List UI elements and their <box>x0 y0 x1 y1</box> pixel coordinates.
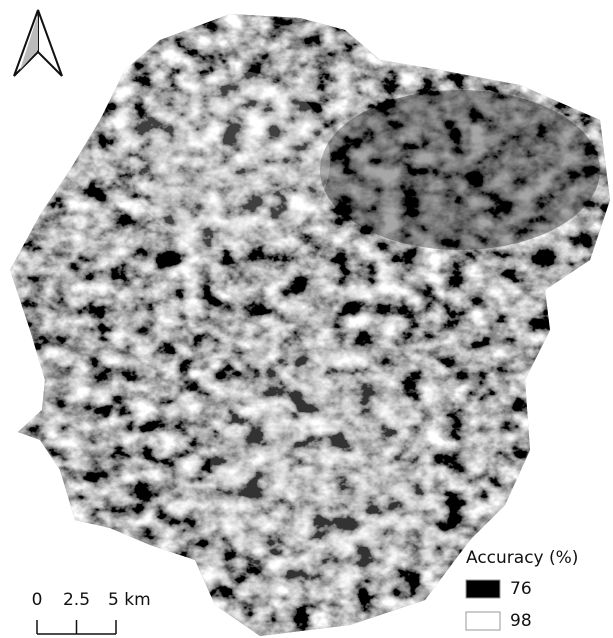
legend-label: 76 <box>510 579 532 599</box>
scale-label: 5 km <box>108 590 151 610</box>
map: Accuracy (%) 76 98 0 2.5 5 km <box>0 0 613 638</box>
legend-swatch <box>466 580 500 598</box>
legend-label: 98 <box>510 611 532 631</box>
scale-label: 0 <box>32 590 43 610</box>
legend-title: Accuracy (%) <box>466 548 578 568</box>
north-arrow <box>14 10 62 76</box>
scale-label: 2.5 <box>63 590 90 610</box>
legend-swatch <box>466 612 500 630</box>
raster <box>0 0 613 638</box>
